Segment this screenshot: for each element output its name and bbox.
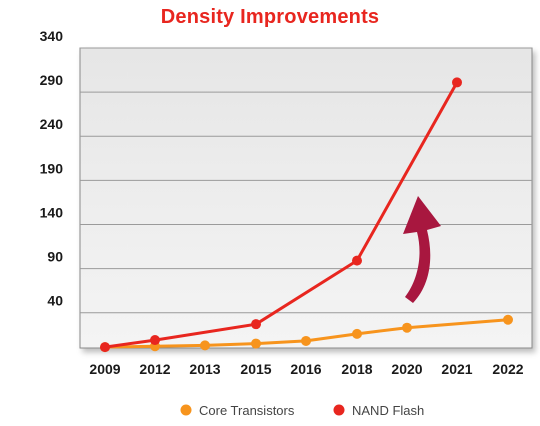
- data-point: [301, 335, 311, 346]
- gridlines: [80, 47, 532, 314]
- legend-marker: [333, 404, 345, 416]
- y-tick-label: 40: [47, 293, 63, 309]
- legend-item: NAND Flash: [333, 403, 424, 418]
- data-point: [452, 77, 462, 88]
- x-tick-label: 2020: [391, 361, 422, 377]
- x-tick-label: 2015: [240, 361, 271, 377]
- data-point: [200, 340, 210, 351]
- data-point: [251, 319, 261, 330]
- x-tick-label: 2013: [189, 361, 220, 377]
- up-arrow-icon: [403, 196, 441, 303]
- y-tick-label: 140: [40, 204, 64, 220]
- y-tick-label: 190: [40, 160, 64, 176]
- series-1: [100, 77, 462, 353]
- x-tick-label: 2021: [441, 361, 472, 377]
- curved-arrow-annotation: [403, 196, 441, 303]
- y-tick-label: 90: [47, 249, 63, 265]
- data-point: [100, 342, 110, 353]
- x-axis-ticks: 2009 2012 2013 2015 2016 2018 2020 2021 2022: [89, 361, 523, 377]
- data-point: [402, 322, 412, 333]
- x-tick-label: 2012: [139, 361, 170, 377]
- y-tick-label: 340: [40, 28, 64, 44]
- y-axis-ticks: 340 290 240 190 140 90 40: [40, 28, 64, 309]
- legend-label: NAND Flash: [352, 403, 424, 418]
- series-line: [103, 318, 510, 349]
- y-tick-label: 290: [40, 72, 64, 88]
- data-point: [352, 328, 362, 339]
- data-point: [503, 314, 513, 325]
- chart-title: Density Improvements: [160, 6, 380, 28]
- series-lines: [100, 77, 513, 353]
- x-tick-label: 2018: [341, 361, 372, 377]
- legend: Core Transistors NAND Flash: [180, 403, 424, 418]
- y-tick-label: 240: [40, 116, 64, 132]
- x-tick-label: 2022: [492, 361, 523, 377]
- data-point: [352, 255, 362, 266]
- legend-item: Core Transistors: [180, 403, 295, 418]
- legend-label: Core Transistors: [199, 403, 295, 418]
- x-tick-label: 2016: [290, 361, 321, 377]
- data-point: [150, 335, 160, 346]
- plot-area: [79, 47, 533, 349]
- data-point: [251, 338, 261, 349]
- x-tick-label: 2009: [89, 361, 120, 377]
- legend-marker: [180, 404, 192, 416]
